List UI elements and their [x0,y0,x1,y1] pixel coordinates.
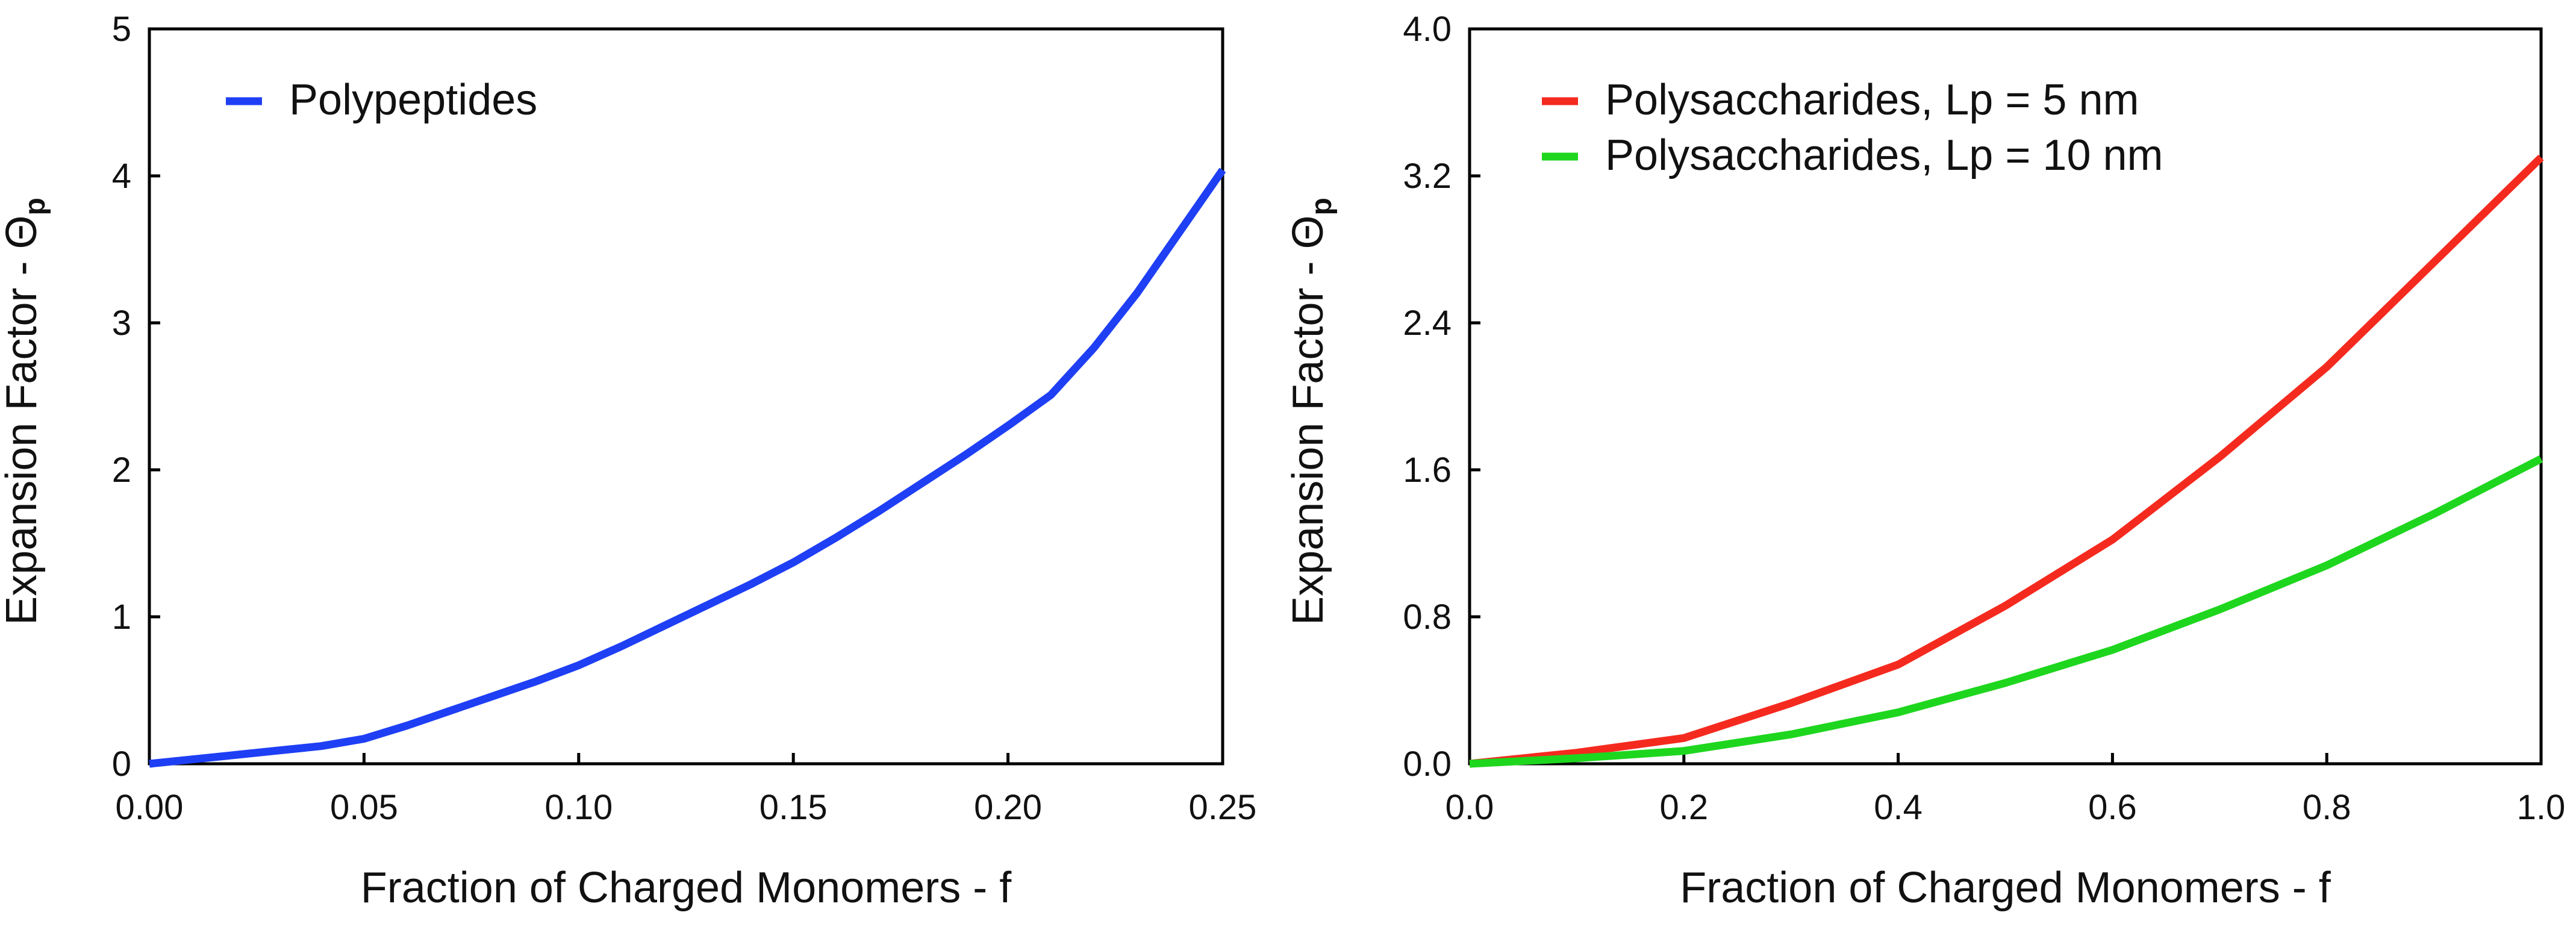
legend-label: Polysaccharides, Lp = 10 nm [1605,131,2163,179]
y-tick-label: 3.2 [1403,157,1452,196]
x-tick-label: 0.00 [116,788,184,827]
series-line-2 [1469,455,2543,768]
y-tick-label: 3 [112,304,131,343]
x-tick-label: 0.15 [759,788,828,827]
x-tick-label: 1.0 [2517,788,2566,827]
x-tick-label: 0.8 [2303,788,2351,827]
y-axis-title: Expansion Factor - Θp [0,198,51,625]
y-axis-subscript: p [19,198,51,215]
x-tick-label: 0.25 [1189,788,1257,827]
x-axis-title: Fraction of Charged Monomers - f [1680,864,2331,912]
plot-frame [1468,27,2543,766]
x-axis-title: Fraction of Charged Monomers - f [361,864,1012,912]
chart-1: 0.00 0.05 0.10 0.15 0.20 0.25 0 1 2 3 4 5 Fraction o… [0,10,1256,912]
y-tick-label: 4 [112,157,131,196]
y-axis-subscript: p [1306,198,1338,215]
y-axis-title: Expansion Factor - Θp [1284,198,1338,625]
y-tick-label: 4.0 [1403,10,1452,49]
x-tick-label: 0.2 [1659,788,1708,827]
x-tick-label: 0.6 [2088,788,2137,827]
legend-label: Polypeptides [289,76,537,124]
y-tick-label: 0.8 [1403,598,1452,637]
y-tick-label: 1 [112,598,131,637]
x-tick-label: 0.20 [974,788,1042,827]
x-tick-label: 0.05 [330,788,398,827]
y-tick-label: 5 [112,10,131,49]
x-tick-label: 0.10 [544,788,613,827]
plot-frame [148,27,1224,766]
x-tick-label: 0.0 [1445,788,1494,827]
y-tick-label: 2.4 [1403,304,1452,343]
y-tick-label: 0 [112,744,131,784]
series-line-1 [149,167,1226,768]
y-tick-label: 0.0 [1403,744,1452,784]
y-tick-label: 2 [112,451,131,490]
chart-2: 0.0 0.2 0.4 0.6 0.8 1.0 0.0 0.8 1.6 2.4 3.2 4.0 Frac… [1284,10,2565,912]
x-tick-label: 0.4 [1874,788,1923,827]
series-line-1 [1469,154,2544,768]
y-tick-label: 1.6 [1403,451,1452,490]
legend-label: Polysaccharides, Lp = 5 nm [1605,76,2139,124]
